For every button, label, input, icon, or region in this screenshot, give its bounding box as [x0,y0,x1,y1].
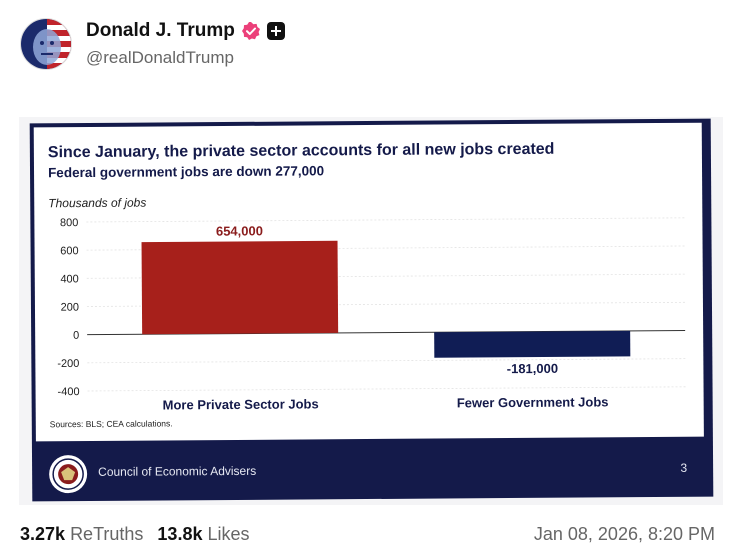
timestamp[interactable]: Jan 08, 2026, 8:20 PM [533,524,715,544]
likes-count: 13.8k [157,524,203,544]
handle[interactable]: @realDonaldTrump [86,48,234,67]
y-tick-label: -400 [57,386,79,398]
y-tick-labels: 800 600 400 200 0 -200 -400 [57,217,79,398]
retruths-count: 3.27k [20,524,66,544]
display-name[interactable]: Donald J. Trump [86,20,235,41]
y-tick-label: 0 [73,330,79,342]
y-axis-label: Thousands of jobs [48,196,146,211]
slide-frame: Since January, the private sector accoun… [29,118,714,502]
category-label: More Private Sector Jobs [163,396,319,412]
seal-icon [49,455,88,494]
y-tick-label: 800 [60,217,78,229]
chart-title: Since January, the private sector accoun… [48,141,555,162]
gridline [86,217,685,223]
verified-badge-icon [241,22,260,40]
bar-1 [141,240,339,335]
retruths-label: ReTruths [70,524,144,544]
bar-labels: 654,000 More Private Sector Jobs -181,000 F… [163,223,609,412]
footer-org: Council of Economic Advisers [98,463,257,479]
bars [141,240,631,358]
bar-2 [434,330,631,358]
likes-stat[interactable]: 13.8k Likes [157,524,249,545]
bar-value-label: 654,000 [216,223,263,238]
footer-page-number: 3 [680,460,688,475]
retruths-stat[interactable]: 3.27k ReTruths [20,524,143,545]
gridline [87,358,686,364]
engagement-stats: 3.27k ReTruths 13.8k Likes [20,524,250,545]
gridline [87,386,686,392]
y-tick-label: -200 [57,358,79,370]
sources-note: Sources: BLS; CEA calculations. [50,418,173,429]
chart-panel: Since January, the private sector accoun… [33,122,704,442]
bar-chart: Since January, the private sector accoun… [48,141,686,429]
post-image[interactable]: Since January, the private sector accoun… [19,117,723,505]
y-tick-label: 600 [60,245,78,257]
bar-value-label: -181,000 [507,361,558,376]
chart-subtitle: Federal government jobs are down 277,000 [48,163,324,180]
category-label: Fewer Government Jobs [457,394,609,410]
likes-label: Likes [207,524,250,544]
post-header: Donald J. Trump @realDonaldTrump [20,18,285,70]
plus-badge-icon [266,22,285,40]
y-tick-label: 400 [60,273,78,285]
y-tick-label: 200 [61,302,79,314]
avatar[interactable] [20,18,72,70]
